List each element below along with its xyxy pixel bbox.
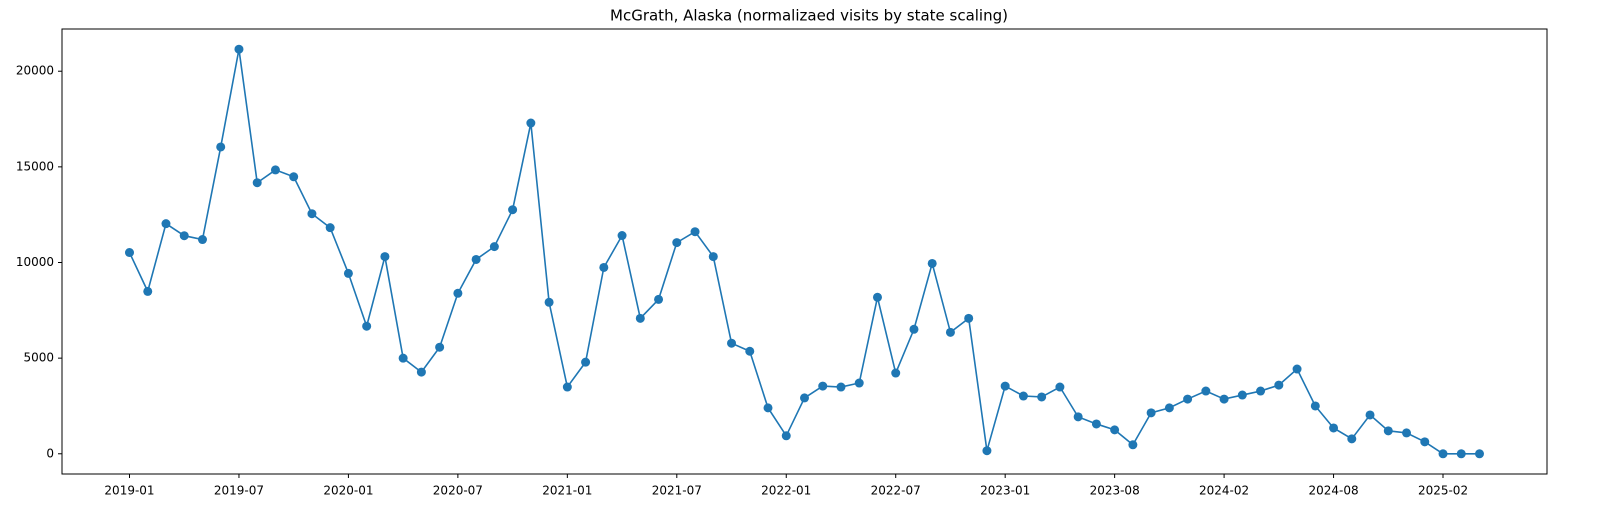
data-point xyxy=(617,231,627,241)
data-point xyxy=(1256,386,1266,396)
data-point xyxy=(599,262,609,272)
y-tick-label: 15000 xyxy=(16,159,54,173)
data-point xyxy=(909,324,919,334)
data-point xyxy=(489,242,499,252)
data-point xyxy=(581,357,591,367)
x-tick-label: 2023-01 xyxy=(980,484,1030,498)
data-point xyxy=(161,219,171,229)
data-point xyxy=(1219,394,1229,404)
data-point xyxy=(1292,364,1302,374)
data-point xyxy=(800,393,809,403)
data-point xyxy=(1146,408,1156,418)
data-point xyxy=(1091,419,1101,429)
data-point xyxy=(325,223,335,233)
data-point xyxy=(1438,449,1448,459)
data-point xyxy=(1456,449,1466,459)
data-point xyxy=(1018,391,1028,401)
data-point xyxy=(270,165,280,175)
data-point xyxy=(891,368,901,378)
data-point xyxy=(781,431,791,441)
x-tick-label: 2023-08 xyxy=(1090,484,1140,498)
data-point xyxy=(836,382,846,392)
data-point xyxy=(1310,401,1320,411)
data-point xyxy=(1201,386,1211,396)
data-point xyxy=(745,346,755,356)
data-point xyxy=(343,268,353,278)
data-point xyxy=(1347,434,1357,444)
y-tick-label: 20000 xyxy=(16,64,54,78)
data-point xyxy=(927,258,937,268)
data-point xyxy=(708,252,718,262)
data-point xyxy=(763,403,773,413)
x-tick-label: 2021-01 xyxy=(542,484,592,498)
data-point xyxy=(398,353,408,363)
plot-frame xyxy=(61,28,1548,475)
data-point xyxy=(1274,380,1284,390)
data-point xyxy=(818,381,828,391)
data-point xyxy=(1475,449,1484,459)
data-point xyxy=(526,118,536,128)
x-tick-label: 2024-08 xyxy=(1308,484,1358,498)
data-point xyxy=(544,297,554,307)
data-point xyxy=(1110,425,1120,435)
x-tick-label: 2022-01 xyxy=(761,484,811,498)
data-point xyxy=(690,227,700,237)
data-point xyxy=(252,178,262,188)
x-tick-label: 2020-07 xyxy=(433,484,483,498)
data-point xyxy=(362,321,372,331)
data-point xyxy=(654,294,664,304)
data-point xyxy=(1183,394,1193,404)
data-point xyxy=(672,238,682,248)
x-tick-label: 2024-02 xyxy=(1199,484,1249,498)
data-point xyxy=(872,292,882,302)
data-point xyxy=(1037,392,1047,402)
data-point xyxy=(453,288,463,298)
chart-title: McGrath, Alaska (normalizaed visits by s… xyxy=(610,7,1008,25)
data-point xyxy=(854,378,864,388)
data-point xyxy=(1365,410,1375,420)
data-point xyxy=(179,231,189,241)
data-point xyxy=(1383,426,1393,436)
data-point xyxy=(1000,381,1010,391)
data-point xyxy=(727,338,737,348)
data-point xyxy=(1420,437,1430,447)
data-point xyxy=(125,248,134,258)
data-point xyxy=(945,327,955,337)
data-point xyxy=(435,342,445,352)
data-point xyxy=(562,382,572,392)
x-tick-label: 2025-02 xyxy=(1418,484,1468,498)
data-point xyxy=(982,446,992,456)
data-point xyxy=(635,313,645,323)
x-tick-label: 2019-01 xyxy=(104,484,154,498)
data-point xyxy=(1164,403,1174,413)
data-point xyxy=(216,142,226,152)
data-point xyxy=(1073,412,1083,422)
data-point xyxy=(1128,440,1138,450)
data-point xyxy=(289,172,299,182)
x-tick-label: 2022-07 xyxy=(871,484,921,498)
data-point xyxy=(1237,390,1247,400)
data-point xyxy=(1055,382,1065,392)
data-point xyxy=(197,235,207,245)
data-point xyxy=(307,209,317,219)
data-point xyxy=(416,367,426,377)
data-point xyxy=(234,44,244,54)
data-point xyxy=(380,252,390,262)
data-point xyxy=(471,254,481,264)
x-tick-label: 2019-07 xyxy=(214,484,264,498)
data-point xyxy=(964,313,974,323)
x-tick-label: 2021-07 xyxy=(652,484,702,498)
data-point xyxy=(508,205,518,215)
data-point xyxy=(143,286,153,296)
y-tick-label: 0 xyxy=(46,446,54,460)
y-tick-label: 5000 xyxy=(23,351,54,365)
data-line xyxy=(128,49,1480,455)
x-tick-label: 2020-01 xyxy=(323,484,373,498)
y-tick-label: 10000 xyxy=(16,255,54,269)
data-point xyxy=(1402,428,1412,438)
data-point xyxy=(1329,423,1339,433)
